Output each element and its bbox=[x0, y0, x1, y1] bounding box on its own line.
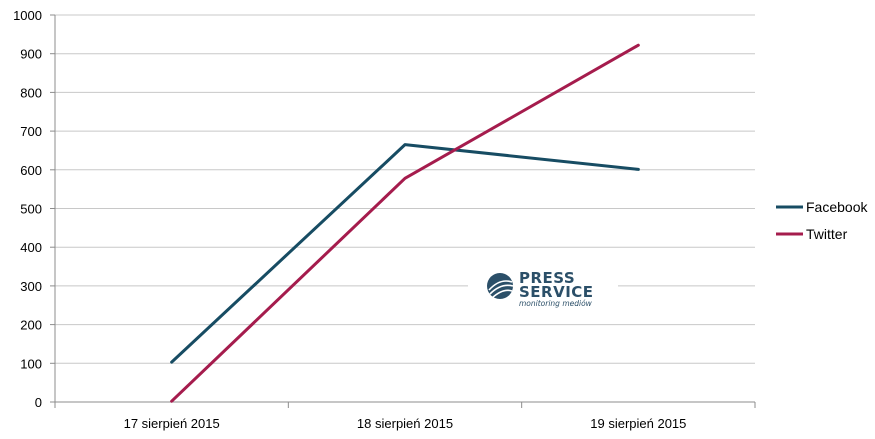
y-tick-label: 600 bbox=[20, 163, 42, 178]
series-line-facebook bbox=[170, 143, 640, 364]
series-lines bbox=[170, 43, 640, 403]
legend: Facebook Twitter bbox=[776, 199, 868, 242]
axes bbox=[50, 14, 756, 408]
y-tick-label: 800 bbox=[20, 85, 42, 100]
y-tick-label: 0 bbox=[35, 395, 42, 410]
legend-label-facebook: Facebook bbox=[806, 199, 868, 215]
y-tick-label: 500 bbox=[20, 202, 42, 217]
press-service-logo: PRESS SERVICE monitoring mediów bbox=[468, 264, 618, 308]
series-line-twitter bbox=[170, 43, 640, 403]
y-tick-label: 900 bbox=[20, 47, 42, 62]
x-axis-tick-labels: 17 sierpień 2015 18 sierpień 2015 19 sierp… bbox=[124, 416, 687, 431]
y-tick-label: 100 bbox=[20, 356, 42, 371]
y-tick-label: 400 bbox=[20, 240, 42, 255]
x-tick-label: 19 sierpień 2015 bbox=[590, 416, 686, 431]
y-tick-label: 200 bbox=[20, 318, 42, 333]
y-tick-label: 700 bbox=[20, 124, 42, 139]
logo-title-line1: PRESS bbox=[519, 269, 575, 287]
x-tick-label: 18 sierpień 2015 bbox=[357, 416, 453, 431]
y-tick-label: 1000 bbox=[13, 8, 42, 23]
logo-title-line2: SERVICE bbox=[519, 283, 594, 301]
gridlines bbox=[55, 14, 755, 364]
x-tick-label: 17 sierpień 2015 bbox=[124, 416, 220, 431]
logo-subtitle: monitoring mediów bbox=[519, 299, 593, 308]
y-tick-label: 300 bbox=[20, 279, 42, 294]
legend-label-twitter: Twitter bbox=[806, 226, 848, 242]
y-axis-tick-labels: 0 100 200 300 400 500 600 700 800 900 1000 bbox=[13, 8, 42, 410]
globe-icon bbox=[487, 273, 514, 299]
